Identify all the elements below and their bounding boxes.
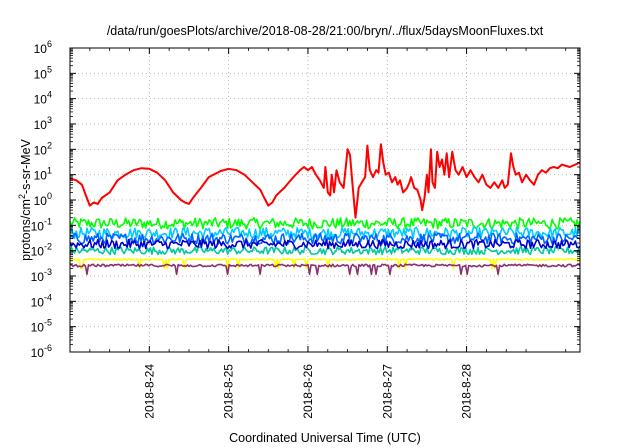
y-tick-label: 102: [34, 140, 52, 157]
series-line: [70, 257, 580, 269]
series-line: [70, 232, 580, 245]
series-line: [70, 217, 580, 230]
y-tick-label: 101: [34, 166, 52, 183]
y-tick-label: 10-2: [31, 242, 52, 259]
grid: [70, 48, 580, 352]
y-tick-label: 10-1: [31, 216, 52, 233]
x-tick-label: 2018-8-28: [460, 364, 474, 419]
y-axis-label-unit: -s-sr-MeV: [19, 138, 33, 194]
x-tick-label: 2018-8-27: [380, 364, 394, 419]
x-tick-label: 2018-8-24: [142, 364, 156, 419]
plot-area: [70, 143, 580, 276]
series-line: [70, 143, 580, 219]
series-line: [70, 238, 580, 250]
y-axis-label-sup: 2: [17, 194, 27, 199]
y-tick-label: 10-5: [31, 318, 52, 335]
y-tick-label: 104: [34, 90, 52, 107]
y-tick-label: 106: [34, 39, 52, 56]
x-axis-label: Coordinated Universal Time (UTC): [229, 431, 421, 445]
y-tick-label: 10-6: [31, 343, 52, 360]
y-axis-label-main: protons/cm: [19, 199, 33, 261]
series-line: [70, 246, 580, 256]
series-line: [70, 263, 580, 276]
y-tick-label: 100: [34, 191, 52, 208]
y-axis: 10-6 10-5 10-4 10-3 10-2 10-1 100 101 102 103 104 1…: [31, 39, 580, 360]
y-axis-label: protons/cm2-s-sr-MeV: [17, 138, 33, 260]
chart-title: /data/run/goesPlots/archive/2018-08-28/2…: [107, 24, 544, 38]
y-tick-label: 105: [34, 64, 52, 81]
y-tick-label: 103: [34, 115, 52, 132]
x-tick-label: 2018-8-26: [301, 364, 315, 419]
x-axis: 2018-8-24 2018-8-25 2018-8-26 2018-8-27 2018…: [89, 48, 567, 419]
series-layer: [70, 143, 580, 276]
series-line: [70, 226, 580, 240]
x-tick-label: 2018-8-25: [222, 364, 236, 419]
y-tick-label: 10-4: [31, 292, 52, 309]
y-tick-label: 10-3: [31, 267, 52, 284]
